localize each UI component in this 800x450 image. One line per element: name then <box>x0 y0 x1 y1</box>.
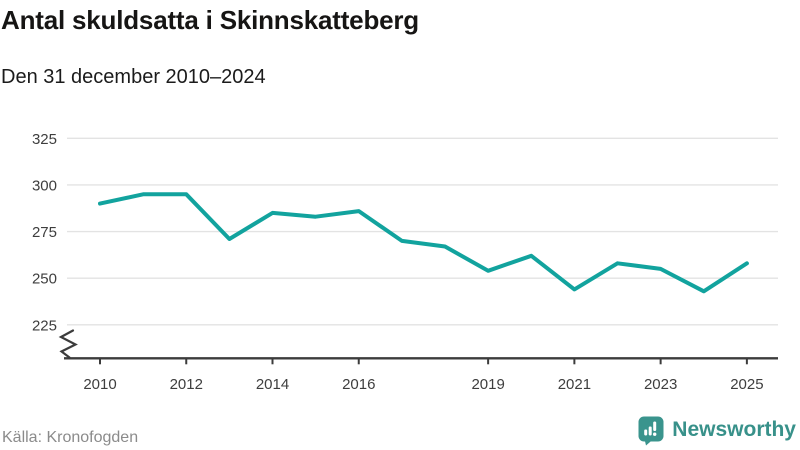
x-tick-label: 2021 <box>558 376 591 393</box>
x-tick-label: 2023 <box>644 376 677 393</box>
newsworthy-bubble-bar-chart-icon <box>638 416 664 445</box>
x-tick-label: 2010 <box>83 376 116 393</box>
x-tick-label: 2012 <box>170 376 203 393</box>
y-tick-label: 275 <box>32 224 57 241</box>
newsworthy-logo-link[interactable]: Newsworthy <box>637 414 796 446</box>
x-tick-label: 2016 <box>342 376 375 393</box>
page-subtitle: Den 31 december 2010–2024 <box>1 66 266 88</box>
newsworthy-brand-name: Newsworthy <box>672 418 796 441</box>
y-tick-label: 325 <box>32 131 57 148</box>
data-line-antal-skuldsatta <box>98 192 749 294</box>
page-title: Antal skuldsatta i Skinnskatteberg <box>1 5 419 35</box>
y-tick-label: 300 <box>32 177 57 194</box>
x-tick-label: 2025 <box>730 376 763 393</box>
axis-break-icon <box>58 329 78 359</box>
x-tick-label: 2014 <box>256 376 289 393</box>
x-tick-label: 2019 <box>471 376 504 393</box>
y-tick-label: 250 <box>32 271 57 288</box>
y-tick-label: 225 <box>32 317 57 334</box>
source-attribution: Källa: Kronofogden <box>2 429 139 446</box>
